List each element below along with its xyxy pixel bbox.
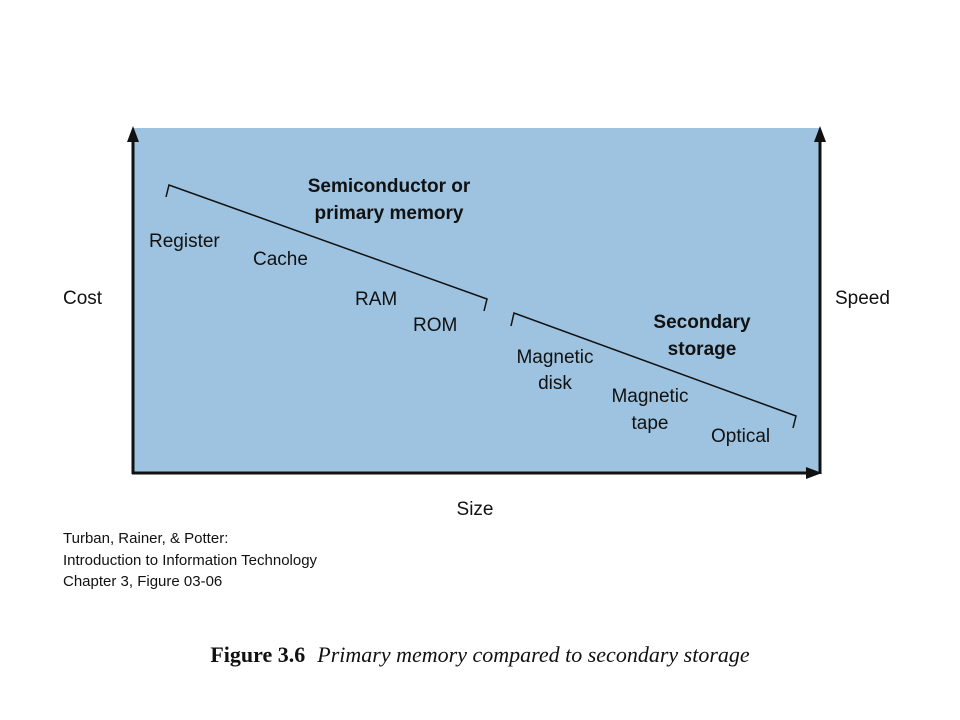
group-title: Semiconductor or xyxy=(308,176,471,197)
trend-lines xyxy=(165,184,797,429)
group-title: Secondary xyxy=(653,312,751,333)
item-label: disk xyxy=(538,373,572,394)
axis-label: Cost xyxy=(63,288,103,309)
item-label: tape xyxy=(632,413,669,434)
axis-label: Size xyxy=(457,499,494,520)
caption-text: Primary memory compared to secondary sto… xyxy=(316,642,750,667)
group-title: primary memory xyxy=(315,203,464,224)
credit-line: Turban, Rainer, & Potter: xyxy=(63,530,228,547)
item-label: RAM xyxy=(355,289,397,310)
item-label: Optical xyxy=(711,426,770,447)
item-label: Magnetic xyxy=(516,347,593,368)
item-label: Magnetic xyxy=(611,386,688,407)
axes xyxy=(131,140,822,475)
group-title: storage xyxy=(668,339,737,360)
axis-label: Speed xyxy=(835,288,890,309)
arrowheads xyxy=(127,126,826,479)
item-label: Register xyxy=(149,231,220,252)
credit-line: Introduction to Information Technology xyxy=(63,552,318,569)
diagram-area xyxy=(133,128,820,473)
item-label: ROM xyxy=(413,315,457,336)
caption-label: Figure 3.6 xyxy=(210,642,305,667)
credit-line: Chapter 3, Figure 03-06 xyxy=(63,573,222,590)
item-label: Cache xyxy=(253,249,308,270)
caption: Figure 3.6 Primary memory compared to sec… xyxy=(210,642,750,667)
